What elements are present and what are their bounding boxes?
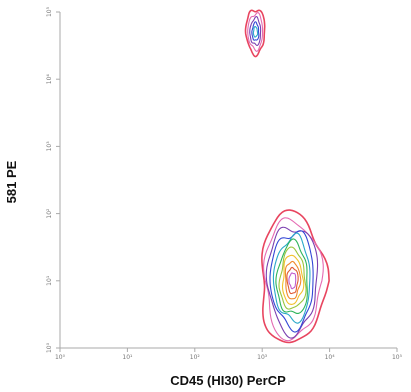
- y-tick-label: 10⁵: [46, 6, 53, 17]
- population-major: [261, 209, 330, 344]
- contour-level: [286, 266, 299, 295]
- contour-level: [247, 11, 264, 52]
- x-tick-label: 10⁰: [55, 354, 66, 361]
- y-tick-label: 10²: [46, 208, 53, 219]
- x-axis-title: CD45 (HI30) PerCP: [170, 373, 286, 388]
- x-axis-ticks: 10⁰ 10¹ 10² 10³ 10⁴ 10⁵: [55, 348, 403, 361]
- y-tick-label: 10⁴: [46, 74, 53, 85]
- contour-level: [272, 232, 311, 324]
- contour-level: [251, 21, 260, 41]
- y-axis-ticks: 10⁰ 10¹ 10² 10³ 10⁴ 10⁵: [46, 6, 60, 353]
- contour-level: [269, 230, 314, 333]
- contour-level: [263, 217, 324, 342]
- contour-level: [252, 25, 259, 38]
- y-tick-label: 10¹: [46, 275, 53, 286]
- contour-level: [249, 16, 262, 46]
- x-tick-label: 10⁴: [325, 354, 336, 361]
- population-minor: [244, 9, 266, 58]
- y-tick-label: 10⁰: [46, 342, 53, 353]
- y-axis-title: 581 PE: [4, 160, 19, 203]
- contour-level: [275, 238, 308, 314]
- y-tick-label: 10³: [46, 141, 53, 152]
- contour-layer: [244, 9, 330, 344]
- x-tick-label: 10¹: [122, 354, 133, 361]
- contour-level: [281, 254, 305, 305]
- contour-level: [288, 272, 297, 290]
- x-tick-label: 10²: [190, 354, 201, 361]
- contour-level: [284, 260, 302, 300]
- contour-level: [244, 9, 266, 58]
- x-tick-label: 10³: [257, 354, 268, 361]
- contour-level: [278, 246, 307, 310]
- contour-level: [261, 209, 330, 344]
- x-tick-label: 10⁵: [392, 354, 403, 361]
- contour-level: [265, 226, 319, 339]
